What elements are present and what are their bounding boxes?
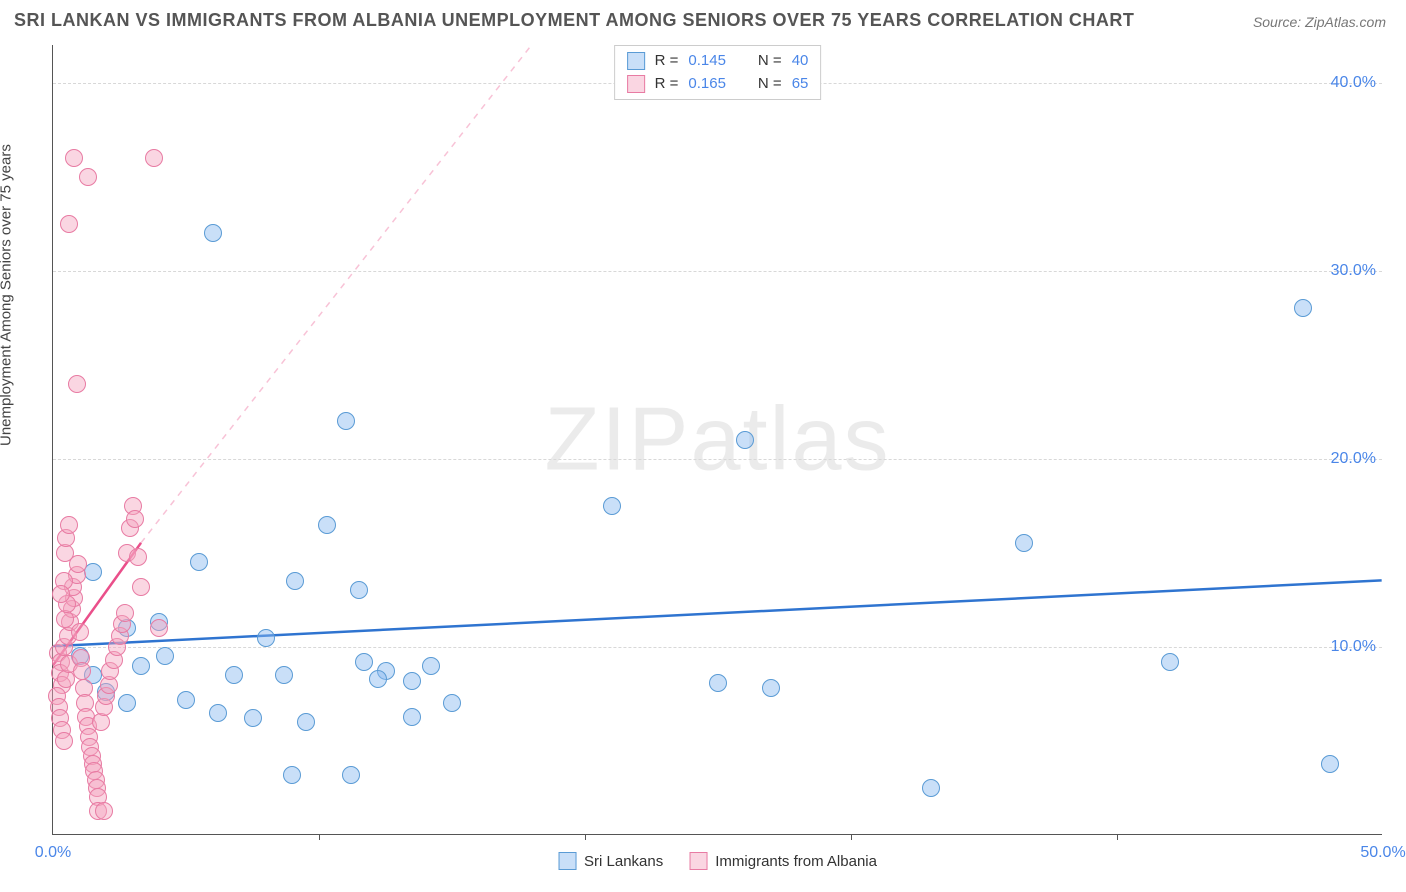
data-point [1161, 653, 1179, 671]
data-point [190, 553, 208, 571]
legend-swatch-icon [627, 52, 645, 70]
data-point [422, 657, 440, 675]
legend-swatch-icon [627, 75, 645, 93]
data-point [209, 704, 227, 722]
y-tick-label: 40.0% [1331, 74, 1376, 92]
data-point [736, 431, 754, 449]
data-point [286, 572, 304, 590]
x-tick-mark [585, 834, 586, 840]
data-point [225, 666, 243, 684]
data-point [443, 694, 461, 712]
x-tick-mark [319, 834, 320, 840]
data-point [71, 623, 89, 641]
data-point [318, 516, 336, 534]
n-label: N = [758, 73, 782, 96]
data-point [132, 578, 150, 596]
data-point [403, 672, 421, 690]
legend-stats-row: R = 0.145 N = 40 [627, 50, 809, 73]
data-point [709, 674, 727, 692]
legend-item: Immigrants from Albania [689, 852, 877, 870]
n-label: N = [758, 50, 782, 73]
grid-line [53, 647, 1382, 648]
legend-swatch-icon [689, 852, 707, 870]
plot-area: ZIPatlas R = 0.145 N = 40 R = 0.165 N = … [52, 45, 1382, 835]
data-point [762, 679, 780, 697]
data-point [126, 510, 144, 528]
data-point [244, 709, 262, 727]
y-axis-label: Unemployment Among Seniors over 75 years [0, 144, 15, 446]
data-point [342, 766, 360, 784]
trend-line [141, 45, 532, 543]
chart-title: SRI LANKAN VS IMMIGRANTS FROM ALBANIA UN… [14, 10, 1134, 31]
y-tick-label: 20.0% [1331, 450, 1376, 468]
data-point [1015, 534, 1033, 552]
data-point [68, 375, 86, 393]
data-point [204, 224, 222, 242]
data-point [1321, 755, 1339, 773]
data-point [145, 149, 163, 167]
data-point [116, 604, 134, 622]
data-point [52, 585, 70, 603]
source-label: Source: ZipAtlas.com [1253, 14, 1386, 30]
grid-line [53, 459, 1382, 460]
legend-swatch-icon [558, 852, 576, 870]
n-value: 65 [792, 73, 809, 96]
trend-line [53, 580, 1381, 646]
grid-line [53, 271, 1382, 272]
x-tick-label: 0.0% [35, 844, 71, 862]
n-value: 40 [792, 50, 809, 73]
data-point [177, 691, 195, 709]
legend-item: Sri Lankans [558, 852, 663, 870]
r-label: R = [655, 50, 679, 73]
data-point [60, 516, 78, 534]
data-point [355, 653, 373, 671]
r-value: 0.145 [688, 50, 726, 73]
watermark: ZIPatlas [544, 388, 890, 491]
x-tick-label: 50.0% [1360, 844, 1405, 862]
data-point [150, 619, 168, 637]
data-point [283, 766, 301, 784]
data-point [118, 694, 136, 712]
data-point [350, 581, 368, 599]
data-point [403, 708, 421, 726]
data-point [79, 168, 97, 186]
y-tick-label: 30.0% [1331, 262, 1376, 280]
data-point [1294, 299, 1312, 317]
r-value: 0.165 [688, 73, 726, 96]
data-point [65, 149, 83, 167]
data-point [603, 497, 621, 515]
data-point [275, 666, 293, 684]
data-point [95, 802, 113, 820]
legend-series: Sri Lankans Immigrants from Albania [558, 852, 877, 870]
data-point [369, 670, 387, 688]
y-tick-label: 10.0% [1331, 638, 1376, 656]
data-point [55, 732, 73, 750]
data-point [73, 662, 91, 680]
r-label: R = [655, 73, 679, 96]
x-tick-mark [1117, 834, 1118, 840]
data-point [297, 713, 315, 731]
data-point [257, 629, 275, 647]
data-point [60, 215, 78, 233]
data-point [337, 412, 355, 430]
data-point [922, 779, 940, 797]
data-point [132, 657, 150, 675]
x-tick-mark [851, 834, 852, 840]
legend-stats-row: R = 0.165 N = 65 [627, 73, 809, 96]
data-point [129, 548, 147, 566]
legend-label: Immigrants from Albania [715, 853, 877, 870]
legend-label: Sri Lankans [584, 853, 663, 870]
legend-stats: R = 0.145 N = 40 R = 0.165 N = 65 [614, 45, 822, 100]
data-point [156, 647, 174, 665]
